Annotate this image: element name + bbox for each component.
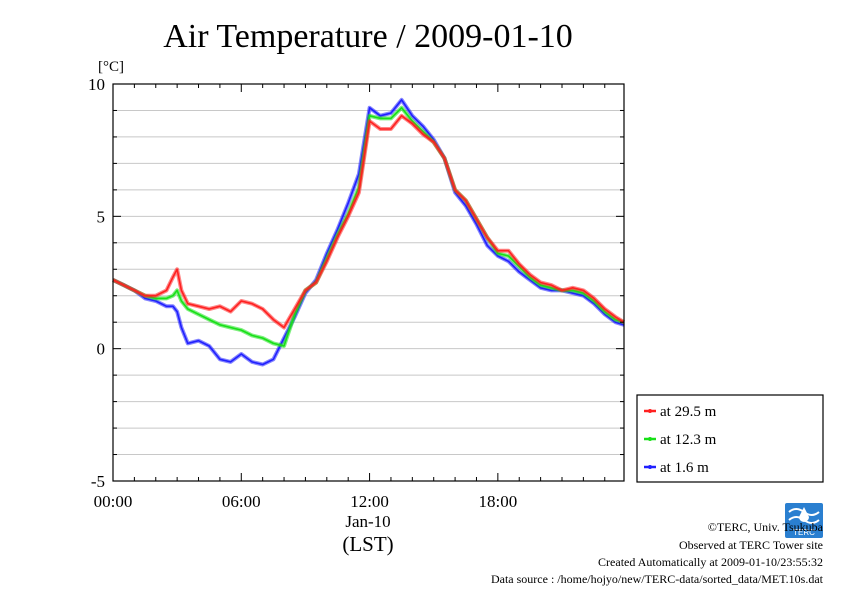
legend: at 29.5 m at 12.3 m at 1.6 m: [636, 394, 824, 483]
plot-frame: [112, 83, 625, 482]
legend-label: at 29.5 m: [660, 404, 717, 420]
series-line: [112, 115, 625, 329]
legend-label: at 12.3 m: [660, 432, 717, 448]
series-lines: [112, 97, 626, 367]
legend-marker: [648, 409, 652, 413]
legend-label: at 1.6 m: [660, 460, 709, 476]
source-text: Data source : /home/hojyo/new/TERC-data/…: [491, 572, 824, 586]
copyright-text: ©TERC, Univ. Tsukuba: [708, 520, 824, 534]
y-tick-label: -5: [91, 472, 105, 491]
legend-marker: [648, 465, 652, 469]
observed-text: Observed at TERC Tower site: [679, 538, 823, 552]
terc-logo: TERC: [785, 503, 823, 538]
y-axis: 10 5 0 -5: [88, 75, 624, 491]
y-tick-label: 5: [97, 207, 106, 226]
x-tick-label: 12:00: [350, 492, 389, 511]
logo-text: TERC: [793, 528, 815, 537]
x-tick-label: 00:00: [94, 492, 133, 511]
chart-title: Air Temperature / 2009-01-10: [163, 18, 573, 55]
y-axis-unit: [°C]: [98, 59, 124, 75]
created-text: Created Automatically at 2009-01-10/23:5…: [598, 555, 823, 569]
y-tick-label: 0: [97, 340, 106, 359]
x-axis: 00:00 06:00 12:00 18:00: [94, 84, 606, 511]
legend-box: [636, 394, 824, 483]
x-tick-label: 06:00: [222, 492, 261, 511]
legend-marker: [648, 437, 652, 441]
x-axis-label: (LST): [342, 532, 393, 556]
y-tick-label: 10: [88, 75, 105, 94]
series-line: [112, 107, 625, 347]
x-tick-label: 18:00: [478, 492, 517, 511]
x-axis-date-label: Jan-10: [345, 512, 390, 531]
